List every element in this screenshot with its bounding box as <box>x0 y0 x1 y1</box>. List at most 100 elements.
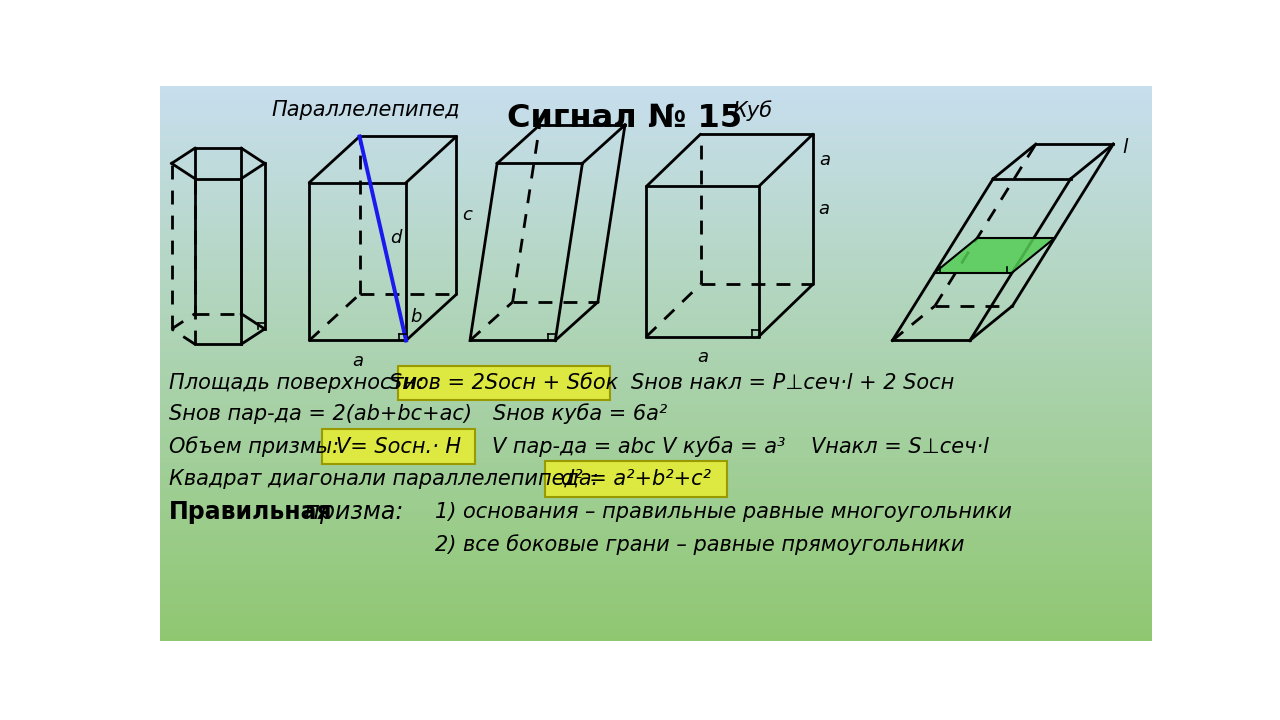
Bar <box>160 544 1152 547</box>
Bar <box>160 158 1152 162</box>
Bar <box>160 580 1152 583</box>
Bar <box>160 552 1152 556</box>
Bar <box>160 167 1152 171</box>
Bar <box>160 394 1152 397</box>
Bar <box>160 200 1152 204</box>
Bar <box>160 438 1152 442</box>
Bar <box>160 164 1152 168</box>
Bar <box>160 286 1152 289</box>
Bar <box>160 613 1152 616</box>
Bar <box>160 112 1152 115</box>
Bar <box>160 358 1152 361</box>
Bar <box>160 86 1152 90</box>
Bar <box>160 308 1152 312</box>
Bar <box>160 497 1152 500</box>
Bar <box>160 477 1152 481</box>
Bar <box>160 530 1152 534</box>
Bar <box>160 109 1152 112</box>
Bar <box>160 485 1152 489</box>
Text: b: b <box>411 308 422 326</box>
Text: a: a <box>352 352 364 370</box>
Text: V пар-да = abc: V пар-да = abc <box>492 437 655 456</box>
Bar <box>160 364 1152 367</box>
Bar <box>160 555 1152 559</box>
Bar <box>160 222 1152 226</box>
Bar <box>160 441 1152 445</box>
Bar <box>160 338 1152 342</box>
Bar <box>160 638 1152 642</box>
Text: призма:: призма: <box>297 500 403 524</box>
Bar <box>160 153 1152 156</box>
Bar <box>160 469 1152 472</box>
Bar <box>160 172 1152 176</box>
Bar <box>160 413 1152 417</box>
Bar <box>160 582 1152 586</box>
Bar <box>160 156 1152 159</box>
Bar <box>160 410 1152 414</box>
Bar <box>160 458 1152 462</box>
Bar <box>160 214 1152 217</box>
Bar <box>160 336 1152 339</box>
Bar <box>160 258 1152 262</box>
Bar <box>160 560 1152 564</box>
Bar <box>160 350 1152 354</box>
Bar <box>160 89 1152 93</box>
Bar <box>160 549 1152 553</box>
Bar <box>160 145 1152 148</box>
Bar <box>160 563 1152 567</box>
Bar <box>160 122 1152 126</box>
Bar <box>160 264 1152 267</box>
Bar <box>160 516 1152 520</box>
Polygon shape <box>934 238 1055 273</box>
Bar <box>160 261 1152 264</box>
Bar <box>160 220 1152 223</box>
Bar <box>160 422 1152 426</box>
Bar <box>160 247 1152 251</box>
Bar <box>160 569 1152 572</box>
Bar <box>160 474 1152 478</box>
Bar <box>160 508 1152 511</box>
Text: a: a <box>698 348 708 366</box>
Bar <box>160 596 1152 600</box>
Bar <box>160 242 1152 246</box>
Bar <box>160 605 1152 608</box>
Bar <box>160 125 1152 129</box>
Bar <box>160 449 1152 453</box>
Bar <box>160 230 1152 234</box>
Bar <box>160 575 1152 578</box>
Bar <box>160 100 1152 104</box>
Bar <box>160 608 1152 611</box>
Bar <box>160 189 1152 192</box>
Bar <box>160 416 1152 420</box>
Bar <box>160 269 1152 273</box>
Bar <box>160 505 1152 508</box>
Text: 2) все боковые грани – равные прямоугольники: 2) все боковые грани – равные прямоуголь… <box>435 534 965 555</box>
Text: l: l <box>1123 138 1128 158</box>
Bar <box>160 297 1152 301</box>
Bar <box>160 272 1152 276</box>
Bar <box>160 344 1152 348</box>
Text: a: a <box>819 151 831 169</box>
Bar <box>160 322 1152 325</box>
Bar <box>160 430 1152 433</box>
Bar <box>160 599 1152 603</box>
Bar <box>160 294 1152 298</box>
Bar <box>160 278 1152 282</box>
Bar <box>160 588 1152 592</box>
Bar <box>160 305 1152 309</box>
Bar <box>160 300 1152 303</box>
Bar <box>160 408 1152 412</box>
Bar <box>160 361 1152 364</box>
Bar <box>160 128 1152 132</box>
Bar <box>160 181 1152 184</box>
Bar <box>160 472 1152 475</box>
Bar <box>160 480 1152 484</box>
Bar <box>160 239 1152 243</box>
Bar <box>160 330 1152 334</box>
FancyBboxPatch shape <box>398 366 611 400</box>
Bar <box>160 175 1152 179</box>
Bar <box>160 161 1152 165</box>
Text: c: c <box>462 207 472 225</box>
Bar <box>160 319 1152 323</box>
Text: Vнакл = S⊥сеч·l: Vнакл = S⊥сеч·l <box>812 437 989 456</box>
